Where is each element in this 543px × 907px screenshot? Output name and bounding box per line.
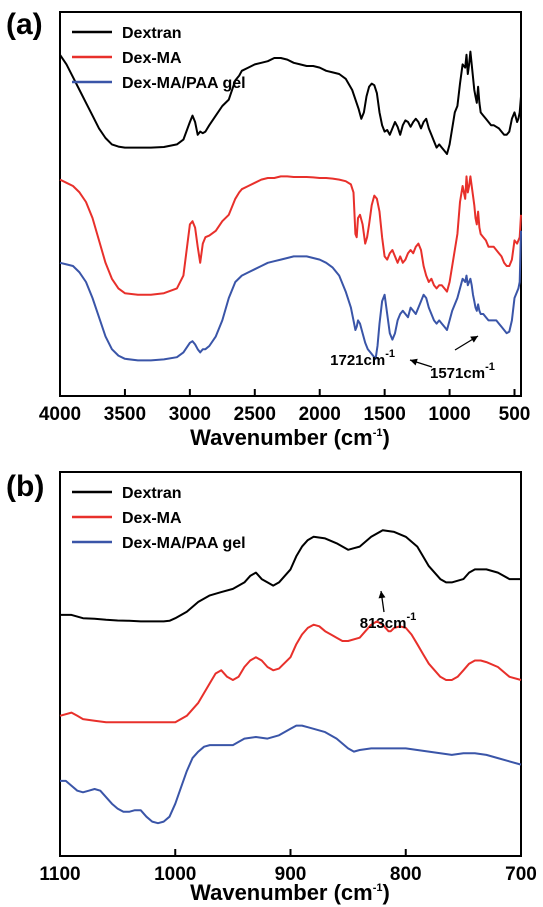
x-tick-label: 1500 bbox=[364, 404, 406, 425]
x-tick-label: 900 bbox=[275, 864, 307, 885]
legend-entry: Dex-MA/PAA gel bbox=[122, 75, 246, 92]
series-line-dextran bbox=[60, 529, 521, 623]
x-tick-label: 3500 bbox=[104, 404, 146, 425]
series-line-dex-ma-paa-gel bbox=[60, 724, 522, 825]
panel-a-legend: Dextran Dex-MA Dex-MA/PAA gel bbox=[72, 25, 246, 92]
x-tick-label: 3000 bbox=[169, 404, 211, 425]
legend-entry: Dextran bbox=[122, 25, 182, 42]
legend-entry: Dextran bbox=[122, 485, 182, 502]
panel-b-series-group bbox=[59, 529, 522, 825]
panel-a-annotations: 1721cm-1 1571cm-1 bbox=[330, 335, 495, 382]
series-line-dex-ma bbox=[59, 175, 522, 296]
peak-annotation-label: 1571cm-1 bbox=[430, 361, 495, 382]
panel-b-label: (b) bbox=[6, 470, 44, 503]
x-tick-label: 2000 bbox=[299, 404, 341, 425]
panel-a: (a) 4000 3500 3000 2500 2000 1500 1000 500 Dext… bbox=[6, 8, 530, 450]
panel-a-label: (a) bbox=[6, 8, 43, 41]
series-line-dex-ma-paa-gel bbox=[59, 230, 522, 362]
peak-annotation-label: 813cm-1 bbox=[360, 611, 417, 632]
x-tick-label: 1100 bbox=[39, 864, 80, 885]
x-tick-label: 2500 bbox=[234, 404, 276, 425]
panel-a-x-axis-title: Wavenumber (cm-1) bbox=[190, 425, 390, 450]
x-tick-label: 1000 bbox=[428, 404, 470, 425]
panel-b-annotations: 813cm-1 bbox=[360, 590, 417, 632]
x-tick-label: 800 bbox=[390, 864, 422, 885]
x-tick-label: 700 bbox=[505, 864, 537, 885]
panel-a-plot-frame bbox=[59, 11, 522, 397]
panel-b-x-axis-title: Wavenumber (cm-1) bbox=[190, 880, 390, 905]
legend-entry: Dex-MA/PAA gel bbox=[122, 535, 246, 552]
peak-annotation-label: 1721cm-1 bbox=[330, 348, 395, 369]
peak-arrow-head bbox=[470, 336, 478, 343]
legend-entry: Dex-MA bbox=[122, 510, 182, 527]
x-tick-label: 1000 bbox=[154, 864, 196, 885]
panel-b: (b) 1100 1000 900 800 700 Dextran Dex-MA Dex-M… bbox=[6, 470, 537, 905]
series-line-dextran bbox=[59, 50, 522, 155]
panel-b-x-ticks: 1100 1000 900 800 700 bbox=[39, 849, 537, 885]
x-tick-label: 500 bbox=[499, 404, 531, 425]
peak-arrow-head bbox=[378, 591, 386, 599]
series-line-dex-ma bbox=[59, 620, 522, 724]
peak-arrow-head bbox=[410, 358, 418, 366]
panel-a-series-group bbox=[59, 50, 522, 362]
legend-entry: Dex-MA bbox=[122, 50, 182, 67]
x-tick-label: 4000 bbox=[39, 404, 81, 425]
panel-b-legend: Dextran Dex-MA Dex-MA/PAA gel bbox=[72, 485, 246, 552]
panel-b-plot-frame bbox=[59, 471, 522, 857]
panel-a-x-ticks: 4000 3500 3000 2500 2000 1500 1000 500 bbox=[39, 389, 530, 425]
